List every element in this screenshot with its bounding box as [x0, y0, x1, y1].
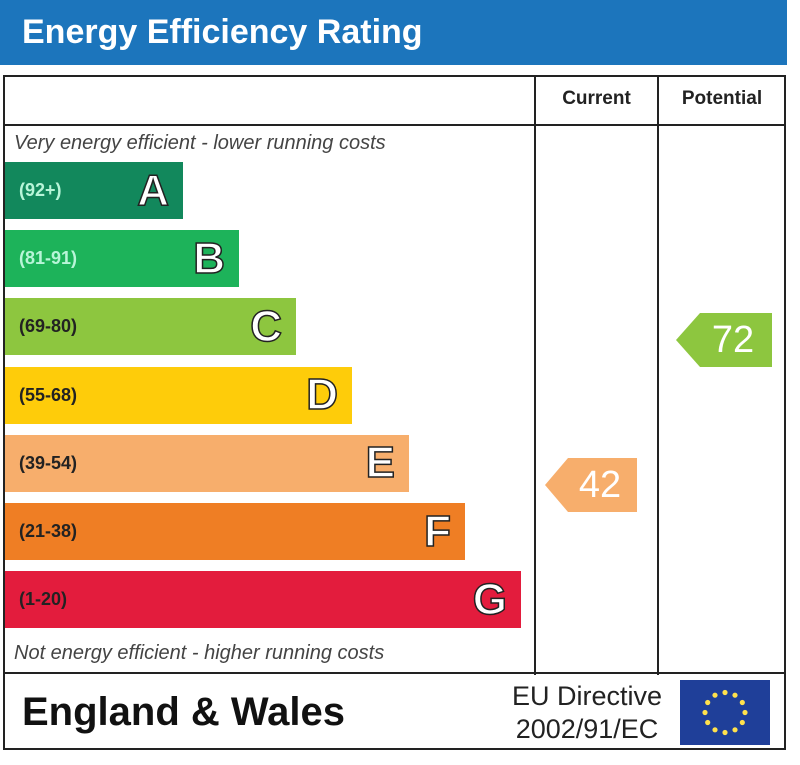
star-icon — [702, 709, 708, 716]
bar-range: (55-68) — [19, 384, 78, 405]
rating-bar-d: (55-68) D — [5, 366, 352, 424]
rating-bar-b: (81-91) B — [5, 230, 239, 288]
directive-line2: 2002/91/EC — [515, 714, 659, 744]
bar-range: (21-38) — [19, 521, 78, 541]
divider — [534, 75, 536, 675]
divider — [3, 672, 786, 674]
bar-letter: F — [423, 506, 451, 557]
bottom-note: Not energy efficient - higher running co… — [14, 642, 385, 664]
current-rating-value: 42 — [578, 463, 622, 506]
star-icon — [722, 689, 728, 696]
bar-letter: G — [472, 574, 508, 625]
top-note: Very energy efficient - lower running co… — [14, 132, 386, 154]
rating-bar-e: (39-54) E — [5, 434, 409, 492]
bar-range: (39-54) — [19, 452, 78, 473]
bar-range: (1-20) — [19, 589, 68, 610]
divider — [3, 124, 786, 126]
eu-flag-icon — [680, 680, 770, 745]
rating-table — [3, 75, 786, 750]
region-label: England & Wales — [22, 690, 346, 734]
potential-header: Potential — [681, 88, 763, 109]
star-icon — [739, 699, 745, 706]
divider — [657, 75, 659, 675]
potential-rating-value: 72 — [711, 318, 755, 361]
page-title: Energy Efficiency Rating — [0, 0, 787, 65]
bar-letter: E — [365, 438, 396, 489]
star-icon — [705, 719, 711, 726]
current-header: Current — [562, 88, 631, 109]
bar-range: (69-80) — [19, 316, 78, 337]
rating-bar-c: (69-80) C — [5, 298, 296, 356]
potential-rating-arrow: 72 — [676, 313, 772, 367]
star-icon — [742, 709, 748, 716]
bar-letter: A — [136, 165, 169, 216]
star-icon — [732, 727, 738, 733]
star-icon — [739, 719, 745, 726]
bar-range: (92+) — [19, 180, 62, 200]
star-icon — [732, 692, 738, 698]
bar-letter: C — [249, 301, 282, 352]
star-icon — [722, 729, 728, 736]
star-icon — [705, 699, 711, 706]
bar-range: (81-91) — [19, 248, 78, 269]
rating-bar-f: (21-38) F — [5, 503, 465, 560]
directive-label: EU Directive 2002/91/EC — [512, 680, 662, 746]
star-icon — [712, 727, 718, 733]
rating-bar-a: (92+) A — [5, 162, 183, 219]
bar-letter: D — [305, 369, 338, 420]
bar-letter: B — [192, 233, 225, 284]
directive-line1: EU Directive — [512, 681, 663, 711]
rating-bar-g: (1-20) G — [5, 571, 521, 629]
star-icon — [712, 692, 718, 698]
